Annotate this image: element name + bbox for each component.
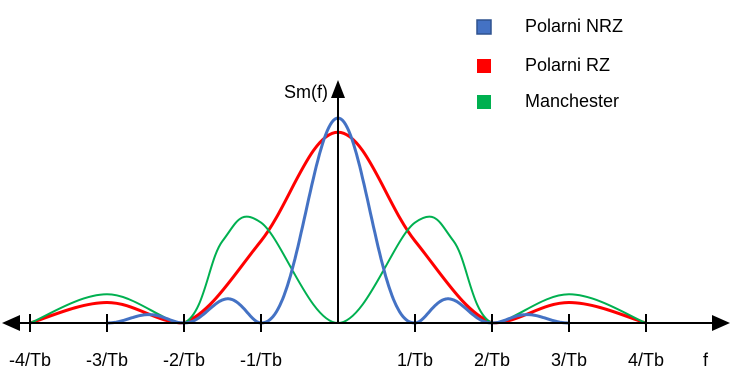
legend-swatch-polarni-nrz xyxy=(476,19,492,35)
legend: Polarni NRZ Polarni RZ Manchester xyxy=(476,16,623,111)
legend-label-manchester: Manchester xyxy=(525,91,619,111)
y-axis-arrow xyxy=(331,80,345,98)
legend-swatch-manchester xyxy=(477,95,491,109)
x-tick-label-3-tb: -3/Tb xyxy=(86,350,128,370)
legend-label-polarni-rz: Polarni RZ xyxy=(525,55,610,75)
x-axis-label: f xyxy=(703,350,709,370)
x-tick-label-4-tb: -4/Tb xyxy=(9,350,51,370)
y-axis-label: Sm(f) xyxy=(284,82,328,102)
x-tick-label-2-tb: -2/Tb xyxy=(163,350,205,370)
x-axis-arrow-left xyxy=(2,315,20,331)
x-ticks xyxy=(29,314,647,332)
x-tick-label-1-tb: 1/Tb xyxy=(397,350,433,370)
x-axis-arrow-right xyxy=(712,315,730,331)
x-tick-label-4-tb: 4/Tb xyxy=(628,350,664,370)
legend-label-polarni-nrz: Polarni NRZ xyxy=(525,16,623,36)
y-axis xyxy=(331,80,345,323)
x-tick-label-1-tb: -1/Tb xyxy=(240,350,282,370)
x-tick-labels: -4/Tb -3/Tb -2/Tb -1/Tb 1/Tb 2/Tb 3/Tb 4/Tb xyxy=(9,350,664,370)
x-tick-label-2-tb: 2/Tb xyxy=(474,350,510,370)
x-axis xyxy=(2,315,730,331)
legend-swatch-polarni-rz xyxy=(477,59,491,73)
x-tick-label-3-tb: 3/Tb xyxy=(551,350,587,370)
